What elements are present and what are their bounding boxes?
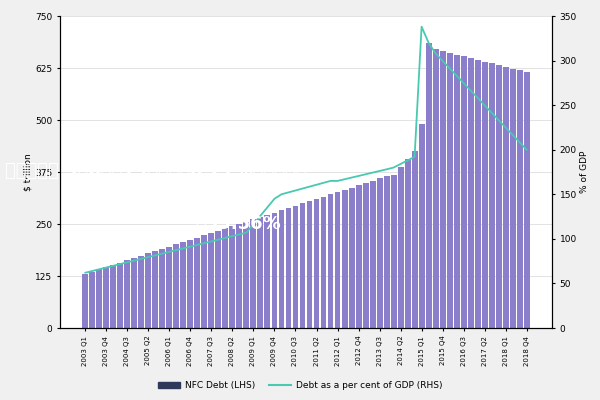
Bar [482, 62, 488, 328]
Bar [103, 267, 109, 328]
Bar [496, 65, 502, 328]
Bar [370, 181, 376, 328]
Bar [475, 60, 481, 328]
Bar [223, 228, 229, 328]
Bar [293, 206, 298, 328]
Bar [187, 240, 193, 328]
Bar [440, 51, 446, 328]
Bar [524, 72, 530, 328]
Bar [467, 58, 473, 328]
Bar [131, 258, 137, 328]
Bar [517, 70, 523, 328]
Bar [454, 54, 460, 328]
Bar [118, 262, 124, 328]
Bar [398, 167, 404, 328]
Bar [356, 185, 362, 328]
Bar [349, 188, 355, 328]
Bar [307, 201, 313, 328]
Legend: NFC Debt (LHS), Debt as a per cent of GDP (RHS): NFC Debt (LHS), Debt as a per cent of GD… [154, 377, 446, 394]
Y-axis label: $ trillion: $ trillion [23, 153, 32, 191]
Bar [124, 260, 130, 328]
Bar [377, 178, 383, 328]
Bar [82, 274, 88, 328]
Bar [425, 43, 431, 328]
Bar [433, 49, 439, 328]
Bar [181, 242, 187, 328]
Bar [278, 210, 284, 328]
Bar [419, 124, 425, 328]
Bar [412, 151, 418, 328]
Text: 股票杠杆率 9月6日鹰19转债下跌0.27%，转股溢价: 股票杠杆率 9月6日鹰19转债下跌0.27%，转股溢价 [5, 162, 307, 180]
Bar [208, 233, 214, 328]
Bar [314, 199, 319, 328]
Bar [257, 217, 263, 328]
Bar [391, 175, 397, 328]
Bar [503, 67, 509, 328]
Bar [244, 222, 250, 328]
Bar [335, 192, 340, 328]
Bar [160, 249, 166, 328]
Bar [173, 244, 179, 328]
Bar [509, 69, 515, 328]
Bar [97, 269, 103, 328]
Y-axis label: % of GDP: % of GDP [580, 151, 589, 193]
Bar [145, 254, 151, 328]
Bar [229, 226, 235, 328]
Bar [488, 63, 494, 328]
Bar [286, 208, 292, 328]
Bar [265, 215, 271, 328]
Bar [166, 247, 172, 328]
Bar [89, 272, 95, 328]
Text: 率39.56%: 率39.56% [195, 216, 280, 234]
Bar [446, 53, 452, 328]
Bar [461, 56, 467, 328]
Bar [250, 219, 256, 328]
Bar [152, 251, 158, 328]
Bar [383, 176, 389, 328]
Bar [139, 256, 145, 328]
Bar [194, 238, 200, 328]
Bar [236, 224, 242, 328]
Bar [404, 159, 410, 328]
Bar [328, 194, 334, 328]
Bar [299, 204, 305, 328]
Bar [202, 235, 208, 328]
Bar [272, 212, 277, 328]
Bar [215, 231, 221, 328]
Bar [341, 190, 347, 328]
Bar [362, 183, 368, 328]
Bar [320, 197, 326, 328]
Bar [110, 265, 116, 328]
